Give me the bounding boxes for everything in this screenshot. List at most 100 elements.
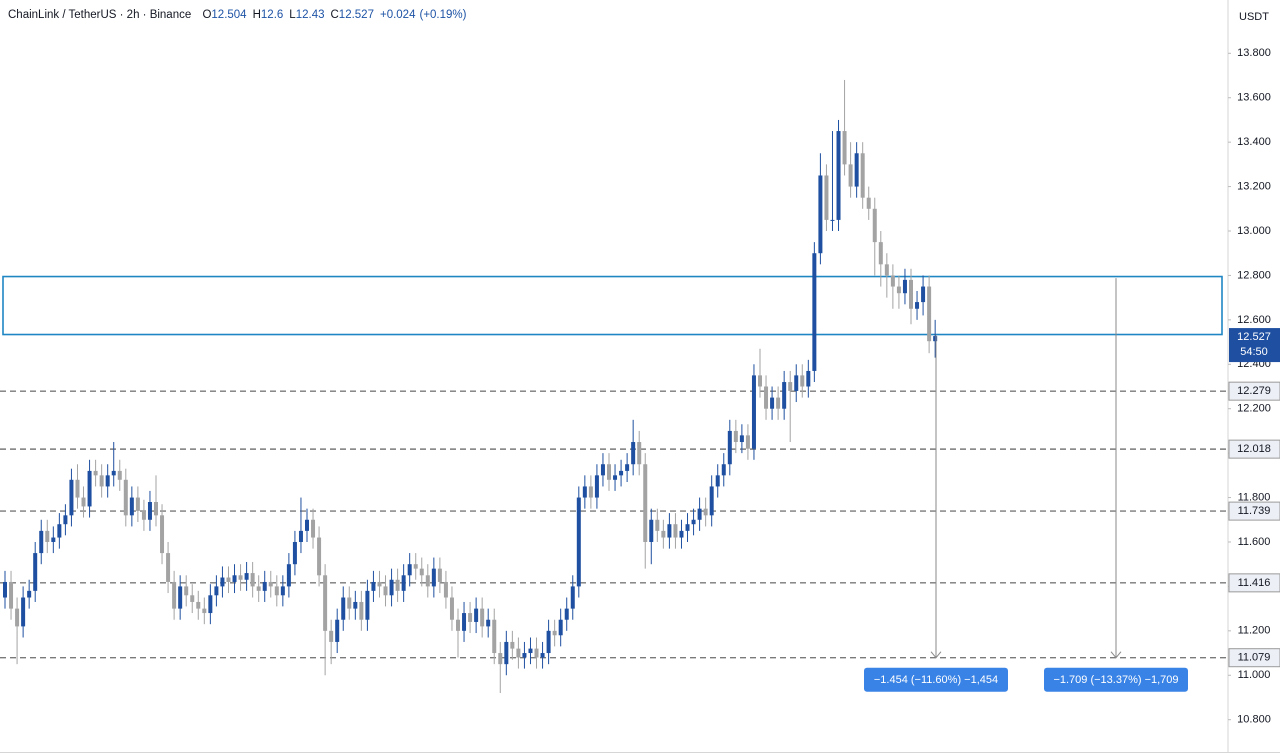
candle-body — [202, 608, 207, 614]
candle-body — [232, 575, 237, 582]
candle-body — [129, 497, 134, 516]
candle-body — [341, 597, 346, 620]
candle-body — [764, 386, 769, 409]
candle-body — [902, 279, 907, 294]
candle-body — [866, 197, 871, 209]
y-tick-label: 13.800 — [1237, 47, 1271, 59]
y-tick-label: 12.800 — [1237, 269, 1271, 281]
candle-body — [673, 524, 678, 538]
measure-arrow — [1110, 651, 1122, 659]
measure-label-box — [1044, 667, 1188, 692]
candle-body — [649, 519, 654, 542]
candle-body — [274, 586, 279, 596]
candle-body — [184, 586, 189, 596]
candle-body — [353, 601, 358, 609]
candle-body — [655, 519, 660, 531]
candle-body — [691, 519, 696, 525]
measure-label: −1.709 (−13.37%) −1,709 — [1053, 674, 1178, 686]
symbol: ChainLink / TetherUS · 2h · Binance — [8, 9, 192, 21]
candle-body — [123, 479, 128, 516]
candle-body — [619, 470, 624, 476]
countdown: 54:50 — [1240, 346, 1268, 358]
candle-body — [528, 648, 533, 654]
candle-body — [401, 575, 406, 591]
candle-body — [745, 435, 750, 449]
level-label-box — [1228, 381, 1280, 401]
candle-body — [492, 619, 497, 654]
ohlc-value: 12.527 — [338, 9, 374, 21]
measure-arrow — [930, 651, 942, 659]
ohlc-key: L — [289, 9, 296, 21]
candle-body — [715, 475, 720, 487]
zone-box — [2, 275, 1223, 336]
candle-body — [564, 608, 569, 620]
candle-body — [147, 502, 152, 520]
candle-body — [800, 375, 805, 387]
level-label: 11.079 — [1238, 652, 1271, 664]
candle-body — [178, 586, 183, 609]
candle-body — [613, 475, 618, 480]
candle-body — [256, 586, 261, 591]
current-price-box — [1229, 328, 1280, 363]
candle-body — [516, 648, 521, 658]
candle-body — [570, 586, 575, 609]
measure-label-box — [864, 667, 1008, 692]
candle-body — [824, 175, 829, 220]
candle-body — [425, 575, 430, 587]
candle-body — [770, 397, 775, 409]
candle-body — [643, 464, 648, 542]
candle-body — [383, 586, 388, 596]
candle-body — [172, 581, 177, 609]
candle-body — [546, 630, 551, 654]
candle-body — [709, 486, 714, 516]
candle-body — [117, 470, 122, 480]
measure-label: −1.454 (−11.60%) −1,454 — [874, 674, 998, 686]
candle-body — [456, 619, 460, 631]
level-label: 12.018 — [1237, 443, 1271, 455]
candle-body — [607, 464, 611, 480]
candle-body — [238, 575, 243, 580]
candle-body — [558, 619, 563, 636]
candle-body — [51, 537, 56, 542]
candle-body — [21, 597, 26, 627]
candle-body — [208, 595, 213, 614]
candle-body — [9, 581, 14, 609]
candle-body — [377, 581, 382, 587]
level-label: 11.739 — [1238, 505, 1271, 517]
candle-body — [842, 131, 847, 165]
candle-body — [667, 524, 672, 538]
candle-body — [99, 475, 104, 487]
current-price: 12.527 — [1237, 331, 1271, 343]
level-label: 11.416 — [1238, 577, 1271, 589]
legend-header: ChainLink / TetherUS · 2h · Binance O12.… — [8, 9, 472, 21]
candle-body — [661, 530, 666, 538]
ohlc-value: 12.43 — [295, 9, 325, 21]
candle-body — [727, 430, 732, 465]
candle-body — [389, 579, 394, 596]
candle-body — [679, 530, 684, 538]
candle-body — [292, 541, 297, 565]
candle-body — [782, 382, 787, 409]
candle-body — [758, 375, 762, 387]
y-tick-label: 10.800 — [1237, 714, 1271, 726]
candle-body — [407, 564, 412, 576]
candle-body — [335, 619, 340, 642]
candle-body — [806, 370, 811, 387]
candle-body — [437, 568, 442, 582]
candle-body — [63, 515, 68, 525]
candle-body — [365, 590, 370, 620]
candle-body — [890, 275, 895, 287]
candle-body — [697, 508, 702, 520]
y-tick-label: 11.600 — [1238, 536, 1271, 548]
candle-body — [15, 608, 20, 627]
candle-body — [87, 470, 92, 507]
candle-body — [166, 553, 171, 582]
candle-body — [214, 586, 219, 596]
candle-body — [721, 464, 726, 476]
y-tick-label: 11.200 — [1238, 625, 1271, 637]
candle-body — [57, 524, 62, 538]
candle-body — [685, 524, 690, 531]
y-tick-label: 12.200 — [1237, 403, 1271, 415]
candle-body — [69, 479, 74, 516]
